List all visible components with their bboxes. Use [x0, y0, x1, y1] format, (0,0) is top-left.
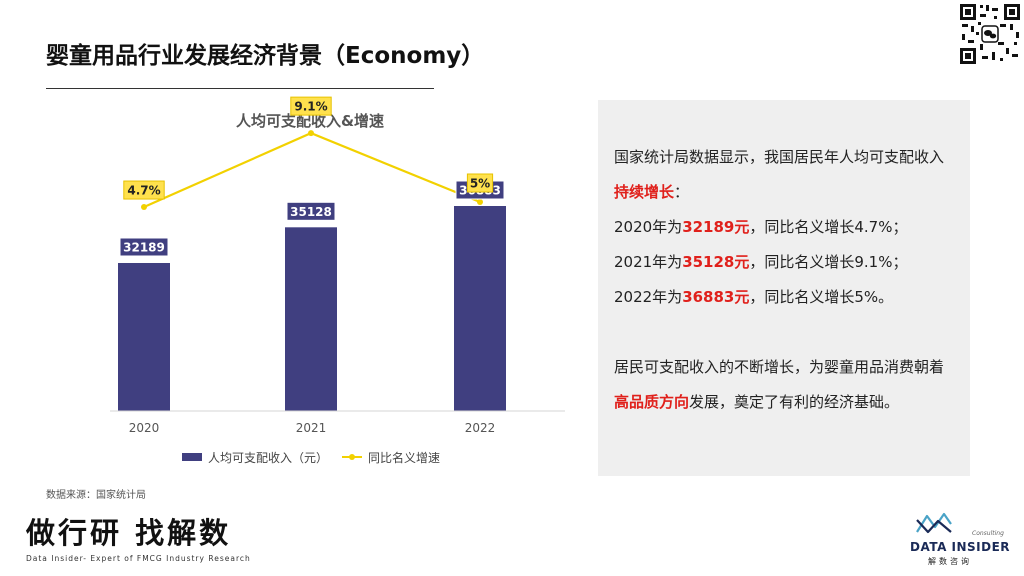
bar-label-2021-bg	[286, 201, 336, 221]
x-tick-2022: 2022	[465, 421, 496, 435]
brand-tagline: Data Insider- Expert of FMCG Industry Re…	[26, 554, 251, 563]
growth-label-2020: 4.7%	[127, 184, 160, 198]
summary-text: 国家统计局数据显示，我国居民年人均可支配收入持续增长： 2020年为32189元…	[614, 140, 954, 420]
line-value: 32189元	[682, 218, 750, 236]
line-suffix: ，同比名义增长9.1%；	[749, 253, 908, 271]
logo-consulting-label: Consulting	[972, 530, 1004, 537]
growth-label-2020-bg	[123, 180, 165, 200]
summary-intro: 国家统计局数据显示，我国居民年人均可支配收入持续增长：	[614, 140, 954, 210]
x-tick-2021: 2021	[296, 421, 327, 435]
data-source-note: 数据来源：国家统计局	[46, 490, 146, 501]
growth-line	[143, 131, 481, 209]
growth-label-2022: 5%	[470, 177, 490, 191]
bar-label-2020-bg	[119, 237, 169, 257]
growth-point-2021	[308, 130, 314, 137]
bar-label-2020: 32189	[123, 240, 165, 254]
bar-2020	[118, 262, 170, 411]
growth-label-2021-bg	[290, 96, 332, 116]
logo-name: DATA INSIDER	[910, 540, 1011, 554]
growth-label-2021: 9.1%	[294, 100, 327, 114]
line-value: 36883元	[682, 288, 750, 306]
outro-text-end: 发展，奠定了有利的经济基础。	[689, 393, 900, 411]
data-insider-logo-icon	[916, 512, 952, 534]
data-insider-logo: Consulting DATA INSIDER 解数咨询	[908, 510, 1011, 570]
growth-point-2022	[477, 199, 483, 205]
income-growth-chart: 人均可支配收入&增速 3218935128368834.7%9.1%5% 202…	[110, 96, 565, 465]
outro-text: 居民可支配收入的不断增长，为婴童用品消费朝着	[614, 358, 945, 376]
page-title: 婴童用品行业发展经济背景（Economy）	[46, 43, 485, 69]
bar-label-2021: 35128	[290, 205, 332, 219]
intro-text: 国家统计局数据显示，我国居民年人均可支配收入	[614, 148, 945, 166]
summary-line-2020: 2020年为32189元，同比名义增长4.7%；	[614, 210, 954, 245]
line-prefix: 2021年为	[614, 253, 683, 271]
line-value: 35128元	[682, 253, 750, 271]
logo-chinese-name: 解数咨询	[928, 557, 972, 566]
chart-title: 人均可支配收入&增速	[236, 112, 384, 130]
summary-outro: 居民可支配收入的不断增长，为婴童用品消费朝着高品质方向发展，奠定了有利的经济基础…	[614, 350, 954, 420]
legend-swatch-growth-dot	[349, 454, 355, 460]
brand-slogan: 做行研 找解数	[26, 516, 232, 550]
line-prefix: 2020年为	[614, 218, 683, 236]
intro-highlight: 持续增长	[614, 183, 675, 201]
legend-swatch-income	[182, 453, 202, 461]
x-tick-2020: 2020	[129, 421, 160, 435]
intro-colon: ：	[674, 183, 690, 201]
legend-label-income: 人均可支配收入（元）	[208, 451, 328, 465]
summary-line-2021: 2021年为35128元，同比名义增长9.1%；	[614, 245, 954, 280]
bar-2022	[454, 206, 506, 411]
summary-panel: 国家统计局数据显示，我国居民年人均可支配收入持续增长： 2020年为32189元…	[598, 100, 970, 476]
growth-label-2022-bg	[466, 173, 494, 193]
legend-label-growth: 同比名义增速	[368, 450, 440, 465]
summary-line-2022: 2022年为36883元，同比名义增长5%。	[614, 280, 954, 315]
qr-code-icon	[958, 2, 1022, 66]
paragraph-gap	[614, 315, 954, 350]
brand-left: 做行研 找解数 Data Insider- Expert of FMCG Ind…	[26, 510, 251, 563]
growth-point-2020	[141, 204, 147, 211]
title-divider	[46, 88, 434, 89]
line-prefix: 2022年为	[614, 288, 683, 306]
bar-2021	[285, 227, 337, 411]
line-suffix: ，同比名义增长5%。	[749, 288, 894, 306]
outro-highlight: 高品质方向	[614, 393, 690, 411]
line-suffix: ，同比名义增长4.7%；	[749, 218, 908, 236]
